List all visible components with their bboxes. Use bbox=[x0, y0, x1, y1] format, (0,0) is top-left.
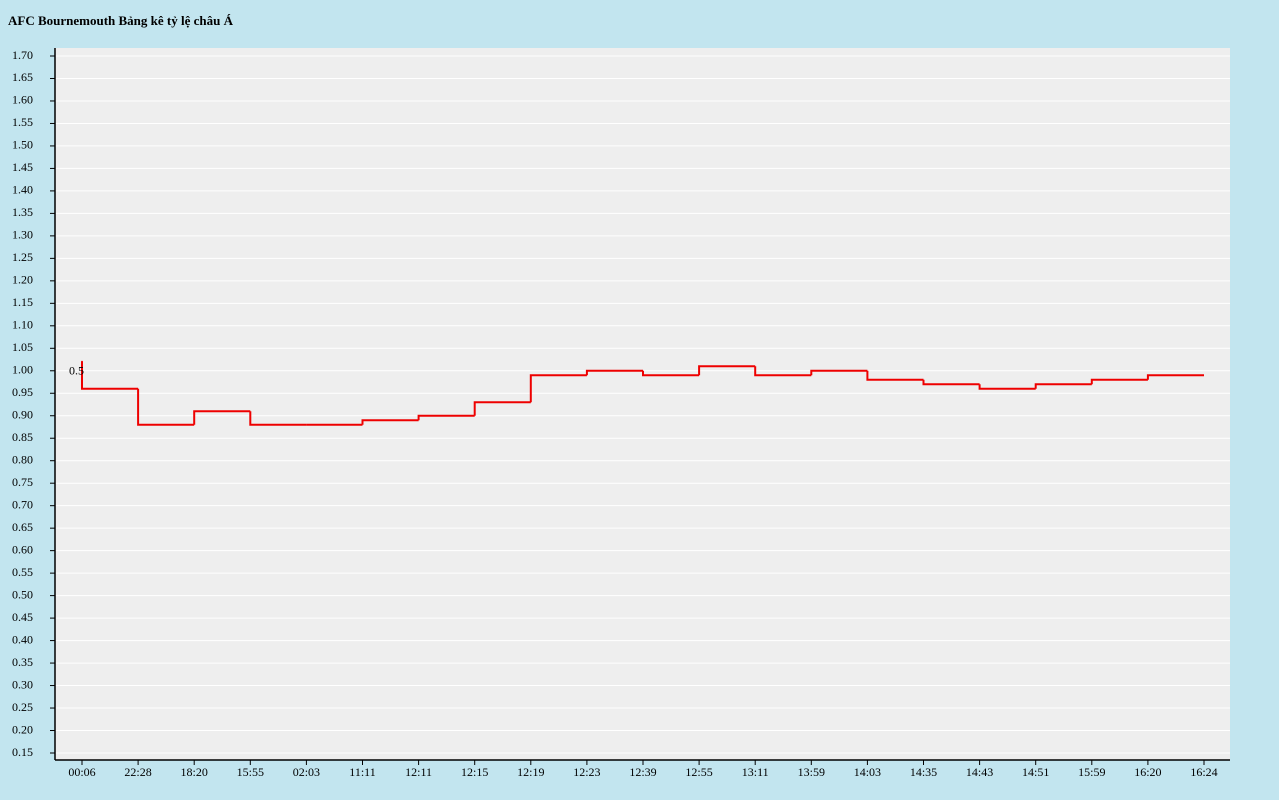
y-tick-label: 0.70 bbox=[12, 497, 33, 511]
chart-title: AFC Bournemouth Bảng kê tỷ lệ châu Á bbox=[8, 13, 234, 28]
x-tick-label: 12:11 bbox=[405, 765, 432, 779]
x-tick-label: 02:03 bbox=[293, 765, 320, 779]
y-tick-label: 1.50 bbox=[12, 138, 33, 152]
x-tick-label: 18:20 bbox=[181, 765, 208, 779]
x-tick-label: 14:03 bbox=[854, 765, 881, 779]
y-tick-label: 1.35 bbox=[12, 205, 33, 219]
x-tick-label: 12:39 bbox=[629, 765, 656, 779]
x-tick-label: 15:55 bbox=[237, 765, 264, 779]
y-tick-label: 0.15 bbox=[12, 745, 33, 759]
y-tick-label: 1.70 bbox=[12, 48, 33, 62]
y-tick-label: 0.85 bbox=[12, 430, 33, 444]
annotation: 0.5 bbox=[69, 364, 84, 378]
step-segment bbox=[473, 401, 531, 416]
y-tick-label: 0.40 bbox=[12, 632, 33, 646]
step-segment bbox=[193, 410, 251, 425]
x-tick-label: 13:11 bbox=[742, 765, 769, 779]
step-segment bbox=[361, 419, 419, 425]
x-tick-label: 22:28 bbox=[124, 765, 151, 779]
step-segment bbox=[1034, 383, 1092, 389]
y-tick-label: 0.75 bbox=[12, 475, 33, 489]
step-segment bbox=[978, 384, 1036, 390]
step-segment bbox=[417, 414, 475, 421]
step-segment bbox=[249, 411, 307, 426]
x-tick-label: 12:55 bbox=[685, 765, 712, 779]
x-tick-label: 12:23 bbox=[573, 765, 600, 779]
x-tick-label: 11:11 bbox=[349, 765, 375, 779]
step-segment bbox=[754, 366, 812, 377]
y-tick-label: 1.55 bbox=[12, 115, 33, 129]
y-tick-label: 1.05 bbox=[12, 340, 33, 354]
y-tick-label: 0.65 bbox=[12, 520, 33, 534]
y-tick-label: 0.25 bbox=[12, 700, 33, 714]
x-tick-label: 14:35 bbox=[910, 765, 937, 779]
step-segment bbox=[922, 379, 980, 386]
step-segment bbox=[1146, 374, 1204, 380]
step-segment bbox=[1090, 378, 1148, 385]
y-tick-label: 1.30 bbox=[12, 228, 33, 242]
y-tick-label: 0.90 bbox=[12, 407, 33, 421]
step-segment bbox=[137, 388, 195, 426]
y-tick-label: 0.30 bbox=[12, 677, 33, 691]
x-tick-label: 00:06 bbox=[68, 765, 95, 779]
y-tick-label: 1.15 bbox=[12, 295, 33, 309]
y-tick-label: 1.20 bbox=[12, 273, 33, 287]
plot-area bbox=[55, 48, 1230, 760]
x-tick-label: 12:15 bbox=[461, 765, 488, 779]
y-tick-label: 0.80 bbox=[12, 452, 33, 466]
y-tick-label: 0.95 bbox=[12, 385, 33, 399]
y-tick-label: 1.60 bbox=[12, 93, 33, 107]
step-segment bbox=[866, 370, 924, 381]
x-tick-label: 14:43 bbox=[966, 765, 993, 779]
x-tick-label: 16:24 bbox=[1190, 765, 1217, 779]
x-tick-label: 12:19 bbox=[517, 765, 544, 779]
y-tick-label: 0.20 bbox=[12, 722, 33, 736]
x-tick-label: 15:59 bbox=[1078, 765, 1105, 779]
step-segment bbox=[81, 361, 139, 390]
y-tick-label: 1.65 bbox=[12, 70, 33, 84]
y-tick-label: 0.35 bbox=[12, 655, 33, 669]
step-segment bbox=[698, 365, 756, 376]
step-segment bbox=[642, 370, 700, 377]
step-segment bbox=[810, 369, 868, 376]
step-segment bbox=[529, 374, 587, 403]
step-segment bbox=[585, 369, 643, 376]
y-tick-label: 1.10 bbox=[12, 318, 33, 332]
x-tick-label: 14:51 bbox=[1022, 765, 1049, 779]
y-tick-label: 0.60 bbox=[12, 542, 33, 556]
y-tick-label: 1.25 bbox=[12, 250, 33, 264]
y-tick-label: 0.55 bbox=[12, 565, 33, 579]
y-tick-label: 0.45 bbox=[12, 610, 33, 624]
x-tick-label: 13:59 bbox=[798, 765, 825, 779]
y-tick-label: 1.45 bbox=[12, 160, 33, 174]
y-tick-label: 1.40 bbox=[12, 183, 33, 197]
x-tick-label: 16:20 bbox=[1134, 765, 1161, 779]
y-tick-label: 1.00 bbox=[12, 363, 33, 377]
y-tick-label: 0.50 bbox=[12, 587, 33, 601]
